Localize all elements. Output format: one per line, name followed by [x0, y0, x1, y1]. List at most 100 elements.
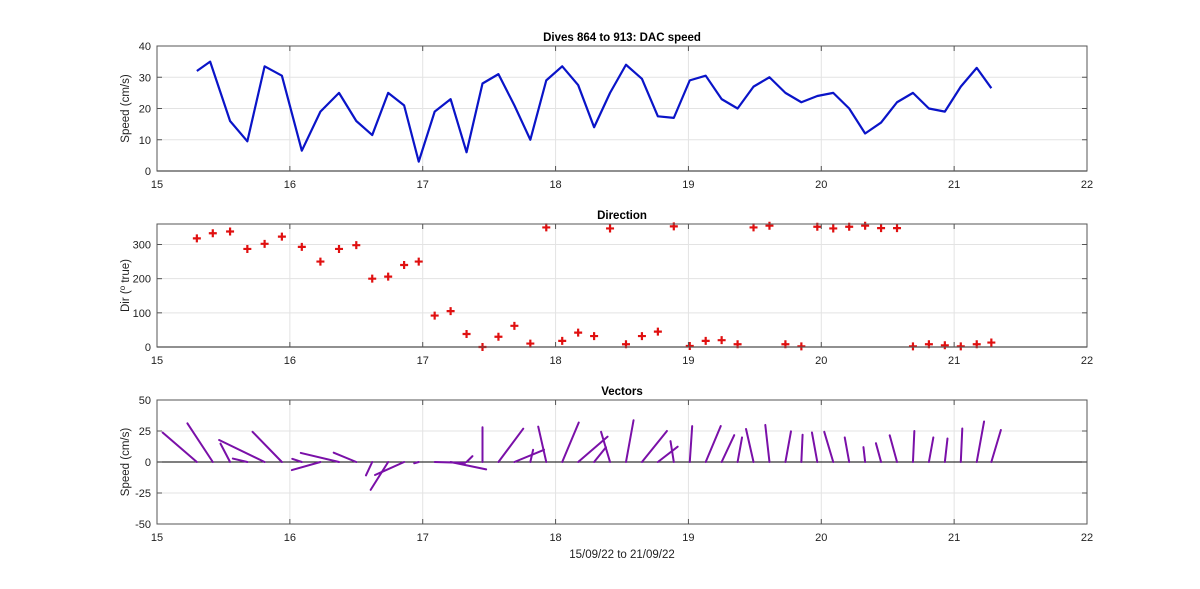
vector-stick: [688, 425, 694, 463]
vector-stick: [720, 434, 736, 463]
direction-panel: 15 16 17 18 19 20 21 22 0 100 200 300 Direction Di…: [118, 210, 1093, 367]
y-tick-label: 30: [139, 72, 151, 84]
direction-point: [893, 224, 902, 233]
direction-point: [829, 224, 838, 233]
direction-point: [494, 332, 503, 341]
x-tick-label: 20: [815, 355, 827, 367]
x-tick-label: 21: [948, 355, 960, 367]
vector-stick: [218, 438, 266, 463]
direction-axes-frame: [156, 223, 1088, 348]
direction-point: [717, 336, 726, 345]
speed-series-line: [196, 60, 993, 163]
vector-stick: [624, 419, 635, 463]
x-axis-label: 15/09/22 to 21/09/22: [569, 549, 675, 561]
direction-point: [208, 229, 217, 238]
direction-ylabel-prefix: Dir (: [120, 290, 132, 312]
vector-stick: [593, 446, 607, 463]
y-tick-label: 40: [139, 41, 151, 53]
speed-ylabel: Speed (cm/s): [120, 74, 132, 143]
direction-y-ticks: 0 100 200 300: [133, 240, 1087, 354]
speed-x-ticks: 15 16 17 18 19 20 21 22: [151, 46, 1093, 191]
direction-point: [877, 224, 886, 233]
speed-title: Dives 864 to 913: DAC speed: [543, 32, 701, 44]
direction-point: [384, 272, 393, 281]
direction-point: [192, 234, 201, 243]
direction-point: [558, 336, 567, 345]
direction-point: [414, 257, 423, 266]
vector-stick: [810, 431, 819, 463]
direction-point: [637, 332, 646, 341]
vectors-y-ticks: -50 -25 0 25 50: [135, 395, 1087, 531]
direction-point: [446, 307, 455, 316]
vector-stick: [888, 434, 899, 463]
vectors-ylabel: Speed (cm/s): [120, 428, 132, 497]
direction-point: [940, 341, 949, 350]
direction-point: [749, 223, 758, 232]
direction-point: [316, 257, 325, 266]
x-tick-label: 16: [284, 532, 296, 544]
x-tick-label: 17: [417, 355, 429, 367]
vector-stick: [656, 445, 679, 463]
y-tick-label: 300: [133, 240, 151, 252]
vector-stick: [959, 427, 964, 463]
vector-stick: [577, 435, 609, 463]
direction-x-ticks: 15 16 17 18 19 20 21 22: [151, 224, 1093, 367]
vector-stick: [332, 451, 358, 463]
direction-point: [861, 221, 870, 230]
vector-stick: [843, 436, 851, 463]
vector-stick: [449, 461, 488, 471]
direction-point: [335, 244, 344, 253]
speed-y-ticks: 0 10 20 30 40: [139, 41, 1087, 178]
x-tick-label: 17: [417, 179, 429, 191]
vectors-x-ticks: 15 16 17 18 19 20 21 22: [151, 400, 1093, 544]
direction-point: [765, 221, 774, 230]
x-tick-label: 20: [815, 179, 827, 191]
vector-stick: [736, 436, 744, 463]
y-tick-label: 0: [145, 457, 151, 469]
direction-point: [226, 227, 235, 236]
x-tick-label: 16: [284, 355, 296, 367]
direction-point: [574, 328, 583, 337]
vector-stick: [990, 428, 1002, 463]
direction-point: [908, 342, 917, 351]
direction-point: [510, 321, 519, 330]
direction-point: [606, 224, 615, 233]
vector-stick: [704, 425, 722, 463]
vector-stick: [823, 430, 835, 463]
x-tick-label: 20: [815, 532, 827, 544]
y-tick-label: 50: [139, 395, 151, 407]
direction-point: [797, 342, 806, 351]
vectors-sticks: [161, 419, 1002, 491]
x-tick-label: 22: [1081, 355, 1093, 367]
vector-stick: [874, 442, 883, 463]
vector-stick: [537, 425, 548, 463]
vector-stick: [231, 457, 249, 463]
vector-stick: [975, 420, 986, 463]
vector-stick: [374, 461, 406, 477]
x-tick-label: 19: [682, 532, 694, 544]
vector-stick: [299, 451, 341, 463]
y-tick-label: 0: [145, 342, 151, 354]
direction-grid: [156, 224, 1088, 348]
vector-stick: [784, 430, 792, 463]
vector-stick: [561, 421, 580, 463]
y-tick-label: 0: [145, 166, 151, 178]
vector-stick: [669, 440, 675, 463]
vector-stick: [529, 448, 535, 463]
vector-stick: [862, 446, 867, 463]
vector-stick: [219, 442, 232, 463]
x-tick-label: 17: [417, 532, 429, 544]
y-tick-label: -25: [135, 488, 151, 500]
speed-panel: 15 16 17 18 19 20 21 22 0 10 20 30 40 Dives 864 to …: [120, 32, 1093, 191]
vector-stick: [291, 457, 303, 463]
x-tick-label: 22: [1081, 179, 1093, 191]
direction-point: [653, 327, 662, 336]
direction-point: [430, 311, 439, 320]
x-tick-label: 19: [682, 355, 694, 367]
direction-point: [243, 244, 252, 253]
direction-point: [462, 330, 471, 339]
vector-stick: [943, 437, 949, 463]
y-tick-label: 20: [139, 104, 151, 116]
vectors-panel: 15 16 17 18 19 20 21 22 -50 -25 0 25 50 Vectors Spe…: [120, 386, 1093, 561]
